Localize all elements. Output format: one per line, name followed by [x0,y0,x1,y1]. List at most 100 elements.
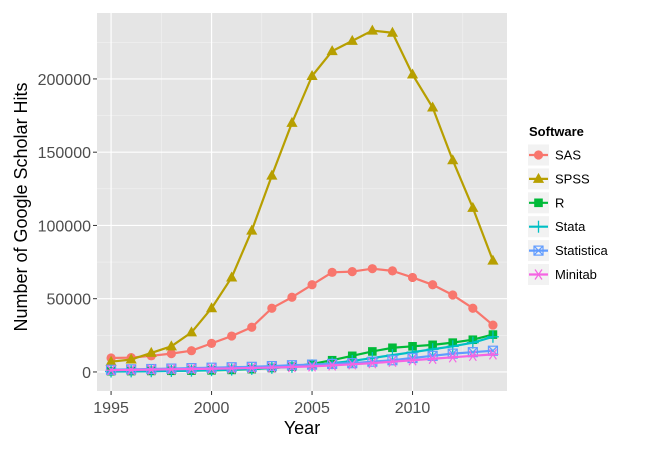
x-axis-title: Year [284,418,320,438]
data-point-minitab [447,351,459,363]
x-tick-label: 2000 [194,400,230,417]
series-spss [105,24,499,366]
legend-label: SAS [555,148,581,163]
series-line-spss [110,29,494,363]
data-point-sas [307,280,317,290]
data-point-minitab [326,360,338,371]
data-point-spss [346,34,358,45]
data-point-spss [286,116,298,127]
legend-label: R [555,195,564,210]
data-point-minitab [306,361,318,372]
data-point-spss [406,68,419,79]
data-point-minitab [145,364,157,375]
data-point-minitab [286,361,298,373]
legend-items: SAS SPSS R Stata Statistica Minitab [528,144,609,285]
data-point-minitab [346,358,358,370]
data-point-minitab [165,363,177,375]
data-point-minitab [246,362,258,374]
series-layer [105,24,499,378]
data-point-spss [326,45,338,56]
data-point-sas [387,266,398,276]
data-point-spss [125,353,137,364]
data-point-r [388,343,397,353]
data-point-spss [185,326,198,337]
legend-key-marker [533,269,544,280]
data-point-spss [205,302,218,313]
data-point-stata [466,336,479,349]
legend-label: SPSS [555,171,590,186]
legend-label: Minitab [555,267,597,282]
data-point-minitab [427,353,439,365]
data-point-sas [448,290,458,300]
series-minitab [105,349,499,376]
x-tick-label: 1995 [93,400,129,417]
data-point-r [368,347,377,356]
y-tick-label: 150000 [38,145,91,162]
y-tick-label: 100000 [38,218,91,235]
y-tick-label: 200000 [38,72,91,89]
y-tick-label: 0 [82,365,91,382]
data-point-minitab [226,363,238,374]
data-point-spss [427,101,439,112]
legend-title: Software [529,124,584,139]
data-point-minitab [366,357,378,369]
legend-key-marker [532,220,545,233]
legend-label: Statistica [555,243,609,258]
data-point-sas [347,266,357,277]
data-point-sas [287,292,297,302]
legend-item-minitab: Minitab [528,264,597,285]
data-point-stata [446,340,459,353]
data-point-spss [105,355,117,366]
data-point-sas [247,322,257,332]
legend-key-marker [534,198,543,208]
data-point-minitab [467,350,479,362]
data-point-sas [468,303,478,313]
data-point-minitab [206,363,218,375]
data-point-minitab [407,354,419,366]
x-tick-label: 2010 [395,400,431,417]
data-point-sas [488,320,498,330]
data-point-spss [226,271,238,282]
data-point-minitab [487,349,499,360]
y-tick-label: 50000 [47,292,92,309]
data-point-minitab [185,363,197,375]
data-point-stata [406,346,419,359]
data-point-sas [327,267,337,277]
legend-item-r: R [528,192,564,214]
legend: Software SAS SPSS R Stata Statistica Minitab [522,116,622,291]
legend-key-marker [532,172,545,183]
x-tick-label: 2005 [294,400,330,417]
axes: 1995 2000 2005 2010 0 50000 100000 150000 200000 [38,72,431,417]
data-point-spss [467,201,479,212]
data-point-sas [267,303,277,313]
data-point-spss [145,346,157,357]
data-point-minitab [125,364,137,376]
legend-item-stata: Stata [528,216,586,238]
y-axis-title: Number of Google Scholar Hits [11,82,31,331]
plot-panel [97,13,507,391]
data-point-stata [386,349,399,362]
data-point-spss [266,169,278,180]
legend-item-spss: SPSS [528,168,590,190]
data-point-sas [206,338,217,348]
data-point-stata [486,330,499,343]
data-point-sas [186,346,197,356]
data-point-stata [426,343,439,356]
data-point-spss [487,254,499,265]
data-point-minitab [105,364,117,376]
data-point-minitab [266,362,278,373]
legend-label: Stata [555,219,586,234]
data-point-spss [447,154,459,165]
data-point-sas [407,272,418,283]
data-point-sas [428,280,438,290]
legend-item-statistica: Statistica [528,240,609,262]
data-point-spss [366,24,378,35]
data-point-spss [165,340,177,351]
data-point-sas [227,331,237,341]
data-point-spss [386,26,399,37]
data-point-spss [246,224,258,235]
legend-key-marker [533,150,544,160]
data-point-spss [306,70,318,80]
data-point-sas [367,264,377,274]
